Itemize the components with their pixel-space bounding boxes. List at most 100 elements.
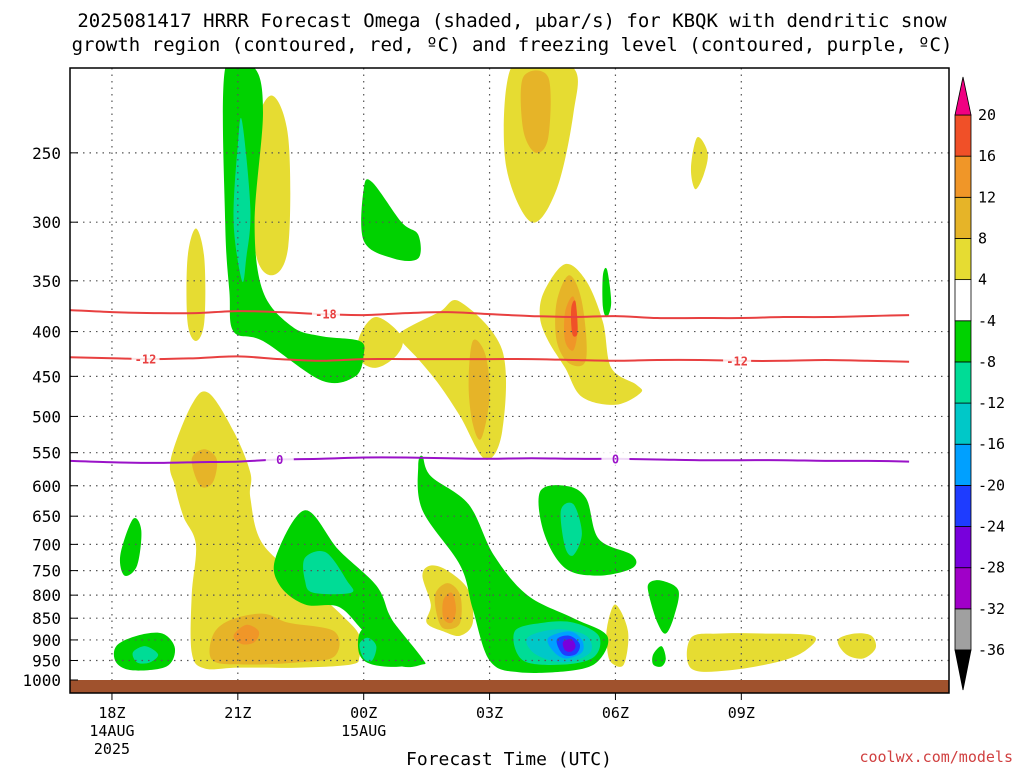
colorbar-segment--36-to--32 [954,608,972,651]
chart-title-line-1: 2025081417 HRRR Forecast Omega (shaded, … [77,10,947,32]
omega-region-descent-8-28 [303,550,354,595]
plot-frame [69,67,950,694]
colorbar-label-20: 20 [978,106,996,124]
omega-region-descent-4-42 [652,646,666,667]
contour-label-bg-0 [601,451,630,466]
y-tick-label-1000: 1000 [22,671,61,690]
contour-label-bg--12 [131,351,160,366]
y-tick-label-450: 450 [32,367,61,386]
omega-region-descent-4-25 [602,267,612,318]
x-tick-label-03Z: 03Z [476,704,503,722]
contour-label--12: -12 [726,354,748,368]
colorbar-segment--8-to--4 [954,320,972,363]
x-tick-date-18Z: 14AUG [89,722,134,740]
colorbar-label--12: -12 [978,394,1005,412]
omega-region-descent-4-26 [119,517,142,577]
contour-line--18 [70,309,910,320]
y-tick-label-700: 700 [32,535,61,554]
contour-label-0: 0 [276,453,283,467]
colorbar-label--20: -20 [978,476,1005,494]
ground-surface [70,680,949,693]
y-tick-label-850: 850 [32,609,61,628]
colorbar-label-12: 12 [978,188,996,206]
y-tick-label-950: 950 [32,651,61,670]
colorbar-segment-16-to-20 [954,114,972,157]
chart-title-line-2: growth region (contoured, red, ºC) and f… [72,34,953,56]
y-tick-label-650: 650 [32,507,61,526]
y-tick-label-500: 500 [32,407,61,426]
colorbar-segment-8-to-12 [954,196,972,239]
y-tick-label-300: 300 [32,213,61,232]
omega-region-ascent-8-4 [209,613,340,665]
omega-region-ascent-8-8 [468,339,490,440]
colorbar-label--8: -8 [978,353,996,371]
omega-region-ascent-4-19 [606,604,629,667]
x-tick-label-18Z: 18Z [98,704,125,722]
colorbar: -36 -32 -28 -24 -20 -16 -12 -8 -4 4 8 12 16 20 [954,76,1005,691]
y-tick-label-800: 800 [32,586,61,605]
colorbar-label-16: 16 [978,147,996,165]
colorbar-label--36: -36 [978,641,1005,659]
x-tick-label-09Z: 09Z [728,704,755,722]
contour-label--12: -12 [135,352,157,366]
omega-region-ascent-4-20 [686,633,817,672]
omega-region-descent-8-38 [132,646,159,664]
grid-lines [70,68,949,680]
omega-region-descent-8-40 [359,637,377,662]
contour-label--18: -18 [315,308,337,322]
colorbar-segment--12-to--8 [954,361,972,404]
omega-region-descent-4-41 [647,580,679,634]
x-tick-year-18Z: 2025 [94,740,130,758]
x-tick-label-00Z: 00Z [350,704,377,722]
pressure-axis: 250 300 350 400 450 500 550 600 650 700 750 800 850 9… [22,144,78,690]
colorbar-bottom-arrow [954,649,972,691]
y-tick-label-750: 750 [32,562,61,581]
colorbar-top-arrow [954,76,972,116]
contour-label-bg--12 [723,353,752,368]
x-axis-label: Forecast Time (UTC) [406,749,612,768]
colorbar-segment--28-to--24 [954,526,972,569]
colorbar-segment--32-to--28 [954,567,972,610]
colorbar-label-4: 4 [978,271,987,289]
omega-region-ascent-4-0 [252,95,291,276]
y-tick-label-350: 350 [32,272,61,291]
temperature-contours: -18 -12 0 0 -12 [70,307,910,467]
contour-line--12 [70,355,910,363]
colorbar-segment--16-to--12 [954,402,972,445]
contour-label-bg-0 [265,452,294,467]
omega-region-ascent-8-13 [520,70,551,154]
colorbar-label--16: -16 [978,435,1005,453]
colorbar-label--24: -24 [978,518,1005,536]
omega-region-ascent-8-3 [191,449,218,488]
omega-region-ascent-16-17 [570,300,578,337]
omega-region-descent-8-31 [560,502,582,556]
omega-region-descent-4-22 [222,68,365,384]
omega-region-ascent-4-18 [690,136,708,190]
colorbar-label-8: 8 [978,229,987,247]
x-tick-date-00Z: 15AUG [341,722,386,740]
colorbar-label--4: -4 [978,312,996,330]
contour-line-0 [70,456,910,464]
colorbar-segment--24-to--20 [954,484,972,527]
omega-region-descent-4-24 [361,179,421,262]
omega-region-ascent-4-21 [837,633,877,659]
omega-region-descent-4-29 [417,455,609,673]
y-tick-label-600: 600 [32,477,61,496]
contour-label-0: 0 [612,452,619,466]
colorbar-segment--4-to-4 [954,279,972,322]
colorbar-label--32: -32 [978,600,1005,618]
colorbar-segment-12-to-16 [954,155,972,198]
x-tick-label-21Z: 21Z [224,704,251,722]
omega-region-ascent-12-11 [442,592,456,624]
credit-text: coolwx.com/models [859,748,1013,766]
colorbar-segment-4-to-8 [954,238,972,281]
omega-shaded-regions [113,68,877,673]
omega-region-ascent-4-6 [357,317,403,368]
omega-region-descent-8-23 [233,117,251,283]
x-tick-label-06Z: 06Z [602,704,629,722]
colorbar-label--28: -28 [978,559,1005,577]
contour-label-bg--18 [311,307,340,322]
y-tick-label-400: 400 [32,323,61,342]
